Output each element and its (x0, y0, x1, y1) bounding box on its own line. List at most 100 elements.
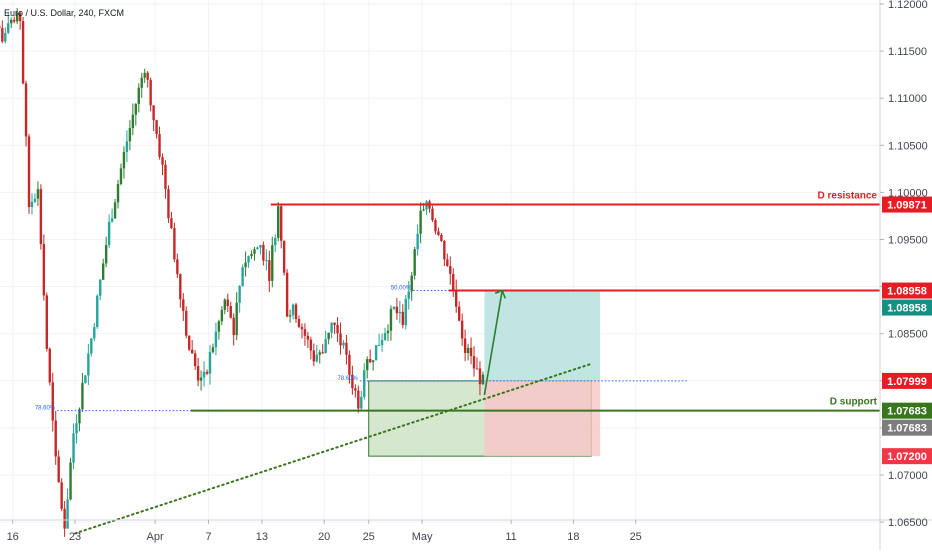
candle-body (256, 247, 259, 250)
candle-body (214, 331, 218, 348)
x-tick-label: 25 (630, 531, 642, 543)
candle-body (460, 320, 464, 339)
fib-level-label: 78.60% (35, 406, 56, 412)
candle-body (199, 377, 203, 381)
candle-body (282, 240, 286, 273)
candle-body (398, 311, 402, 314)
candle-body (69, 462, 72, 500)
candle-body (389, 308, 393, 331)
candle-body (253, 249, 256, 254)
candle-body (321, 352, 324, 354)
candle-body (45, 295, 49, 349)
loss-zone (484, 380, 601, 457)
candle-body (363, 370, 366, 397)
candle-body (294, 304, 298, 320)
candle-body (466, 347, 470, 354)
candle-body (342, 342, 345, 346)
candle-body (285, 272, 289, 317)
candle-body (39, 189, 43, 245)
candle-body (279, 206, 283, 241)
candle-body (36, 189, 40, 199)
candle-body (380, 339, 384, 346)
y-tick-label: 1.12000 (888, 0, 928, 11)
candle-body (300, 326, 304, 330)
candle-body (401, 311, 405, 326)
candle-body (208, 351, 212, 374)
candle-body (377, 345, 381, 347)
candle-body (57, 456, 60, 483)
candle-body (223, 299, 227, 310)
candle-body (315, 354, 318, 362)
fib-level-label: 50.00% (391, 286, 412, 292)
candle-body (27, 136, 31, 208)
candle-body (443, 241, 446, 260)
candle-body (137, 87, 140, 104)
candle-body (232, 317, 235, 336)
candle-body (131, 114, 135, 129)
candle-body (205, 371, 209, 374)
price-badge (882, 282, 932, 299)
candle-body (235, 302, 238, 336)
candle-body (250, 253, 253, 257)
candle-body (339, 333, 342, 346)
candle-body (440, 234, 443, 242)
candle-body (271, 245, 274, 281)
candle-body (60, 482, 63, 509)
candle-body (383, 333, 387, 340)
candle-body (10, 19, 13, 24)
candle-body (452, 273, 455, 290)
candle-body (392, 306, 396, 309)
candle-body (291, 304, 295, 316)
x-tick-label: 18 (567, 531, 579, 543)
candle-body (241, 267, 244, 287)
candle-body (247, 256, 250, 263)
candle-body (336, 325, 339, 334)
candle-body (87, 353, 90, 376)
projection-arrow-shaft (483, 290, 503, 396)
y-tick-label: 1.07000 (888, 470, 928, 482)
candle-body (101, 263, 105, 280)
candle-body (422, 209, 425, 211)
candle-body (78, 409, 81, 424)
candle-body (72, 433, 75, 463)
candle-body (274, 237, 277, 246)
candle-body (327, 332, 330, 340)
price-badge (882, 372, 932, 389)
y-tick-label: 1.10000 (888, 187, 928, 199)
price-badge (882, 419, 932, 436)
y-tick-label: 1.08500 (888, 329, 928, 341)
candle-body (366, 359, 369, 371)
candle-body (481, 374, 485, 385)
candle-body (66, 499, 69, 529)
candle-body (170, 218, 173, 229)
candle-body (149, 79, 152, 106)
price-badge-label: 1.08958 (887, 286, 927, 298)
price-badge-label: 1.07200 (887, 451, 927, 463)
candle-body (333, 322, 336, 326)
candle-body (93, 326, 96, 339)
candle-body (63, 508, 66, 529)
candle-body (173, 228, 176, 260)
candle-body (193, 353, 197, 367)
candle-body (125, 141, 129, 152)
candle-body (469, 347, 473, 357)
x-tick-label: May (412, 531, 433, 543)
candle-body (351, 374, 354, 389)
candle-body (318, 352, 321, 355)
candle-body (446, 259, 449, 266)
candle-body (51, 382, 54, 421)
candle-body (167, 189, 170, 219)
candle-body (410, 275, 413, 292)
candle-body (116, 184, 120, 203)
price-badge-label: 1.08958 (887, 303, 927, 315)
x-tick-label: Apr (147, 531, 164, 543)
price-badge (882, 448, 932, 465)
candle-body (134, 103, 138, 115)
candle-body (122, 151, 126, 169)
price-badge-label: 1.07999 (887, 376, 927, 388)
candle-body (12, 19, 16, 22)
candle-body (345, 342, 348, 355)
candle-body (107, 221, 111, 246)
